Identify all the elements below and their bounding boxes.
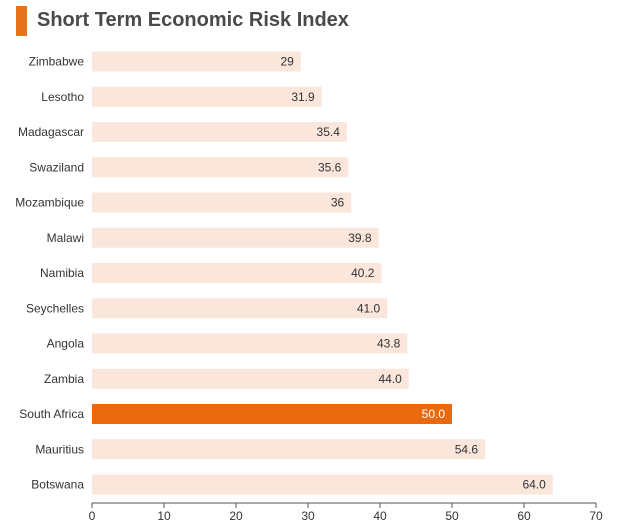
data-label: 40.2 [351, 266, 375, 280]
bar-zimbabwe [92, 51, 301, 72]
data-label: 31.9 [291, 90, 315, 104]
bar-south-africa [92, 404, 452, 424]
data-label: 41.0 [357, 301, 381, 315]
data-label: 35.4 [317, 125, 341, 139]
data-label: 50.0 [422, 407, 446, 421]
category-label: Angola [47, 337, 85, 351]
data-label: 64.0 [522, 478, 546, 492]
bar-malawi [92, 227, 379, 248]
x-tick-label: 30 [301, 509, 315, 523]
bar-zambia [92, 368, 409, 389]
category-label: Zambia [44, 372, 84, 386]
bar-lesotho [92, 86, 322, 107]
bar-seychelles [92, 298, 388, 319]
x-tick-label: 50 [445, 509, 459, 523]
data-label: 35.6 [318, 160, 342, 174]
category-label: Botswana [31, 478, 84, 492]
x-tick-label: 70 [589, 509, 603, 523]
category-label: Zimbabwe [29, 55, 85, 69]
category-label: Malawi [47, 231, 84, 245]
bar-namibia [92, 263, 382, 283]
data-label: 29 [280, 55, 294, 69]
category-label: Swaziland [29, 160, 84, 174]
x-tick-label: 40 [373, 509, 387, 523]
category-label: Mozambique [15, 196, 84, 210]
bar-mauritius [92, 439, 486, 460]
data-label: 44.0 [378, 372, 402, 386]
data-label: 39.8 [348, 231, 372, 245]
category-label: Madagascar [18, 125, 84, 139]
bar-botswana [92, 474, 553, 495]
x-tick-label: 10 [157, 509, 171, 523]
data-label: 36 [331, 196, 345, 210]
category-label: South Africa [19, 407, 84, 421]
category-label: Namibia [40, 266, 84, 280]
category-label: Seychelles [26, 301, 84, 315]
chart-title: Short Term Economic Risk Index [37, 9, 349, 31]
bar-swaziland [92, 157, 349, 178]
category-label: Lesotho [41, 90, 84, 104]
title-accent-bar [16, 6, 27, 36]
bar-mozambique [92, 192, 352, 213]
data-label: 54.6 [455, 442, 479, 456]
x-tick-label: 60 [517, 509, 531, 523]
category-label: Mauritius [35, 442, 84, 456]
x-tick-label: 20 [229, 509, 243, 523]
bar-madagascar [92, 122, 347, 142]
x-tick-label: 0 [89, 509, 96, 523]
bar-angola [92, 333, 408, 354]
data-label: 43.8 [377, 337, 401, 351]
